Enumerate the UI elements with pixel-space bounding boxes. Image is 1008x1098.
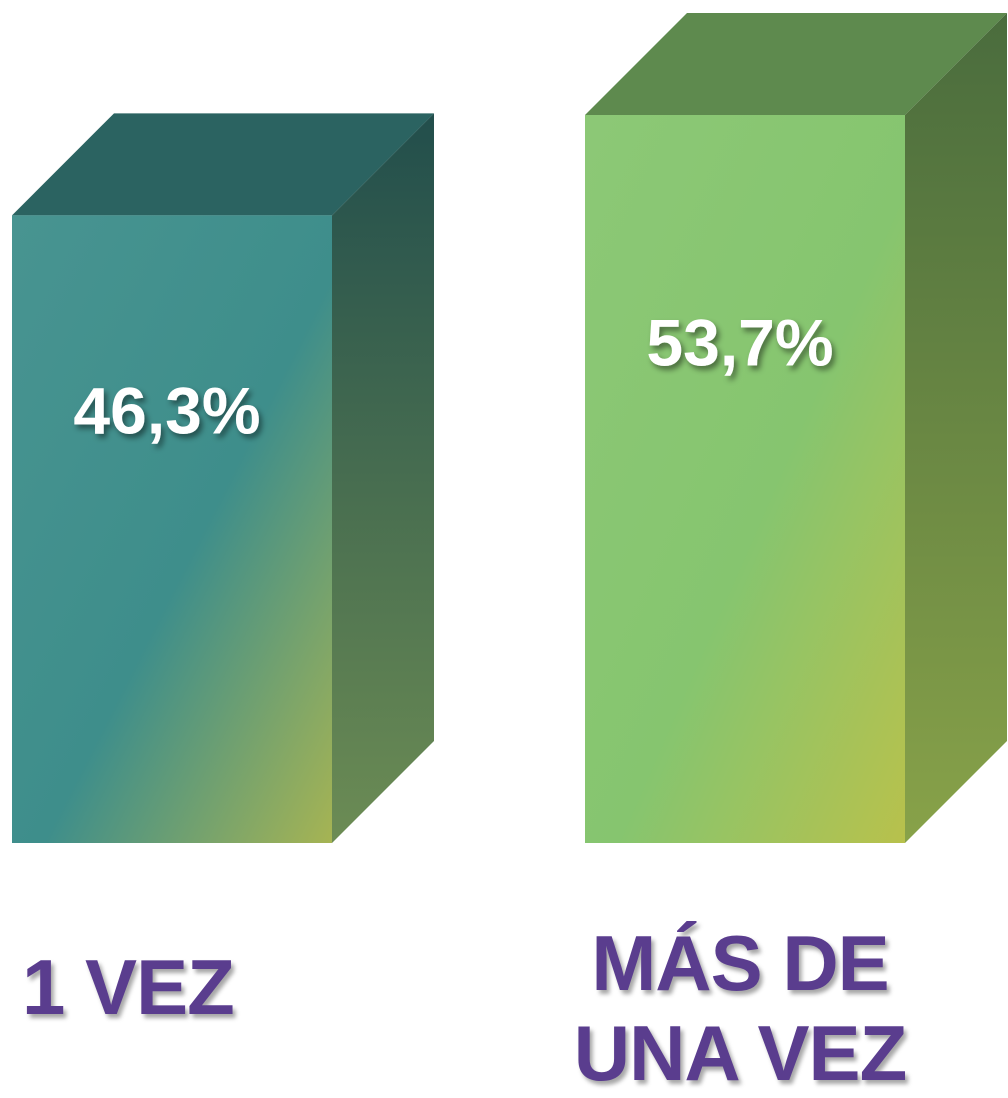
bar-top <box>585 13 1007 115</box>
category-label: MÁS DE UNA VEZ <box>573 919 907 1097</box>
category-label: 1 VEZ <box>22 943 235 1031</box>
bar-side <box>905 13 1007 843</box>
value-label: 53,7% <box>646 305 833 379</box>
bar-top <box>12 113 434 216</box>
bar-side <box>332 113 434 843</box>
bar <box>12 215 332 843</box>
bar <box>585 115 905 843</box>
value-label: 46,3% <box>73 374 260 448</box>
